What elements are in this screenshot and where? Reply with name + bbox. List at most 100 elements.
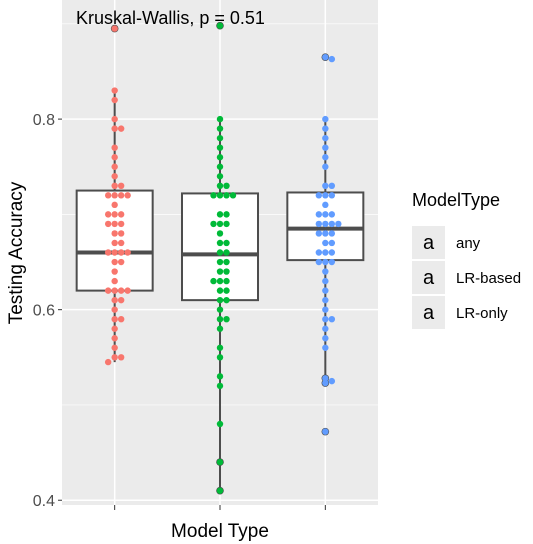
- data-point: [111, 87, 118, 94]
- data-point: [117, 315, 125, 323]
- data-point: [104, 192, 112, 199]
- data-point: [322, 134, 329, 142]
- data-point: [315, 220, 323, 228]
- data-point: [328, 55, 336, 63]
- y-axis: 0.4 0.6 0.8: [33, 112, 62, 510]
- data-point: [322, 163, 329, 170]
- data-point: [216, 173, 224, 180]
- x-axis: [114, 505, 326, 510]
- data-point: [117, 192, 125, 199]
- data-point: [111, 173, 118, 180]
- legend-key-box: [412, 261, 445, 294]
- data-point: [322, 375, 329, 382]
- data-point: [104, 211, 112, 218]
- data-point: [104, 358, 112, 366]
- data-point: [223, 277, 230, 285]
- data-point: [117, 354, 125, 361]
- data-point: [117, 125, 125, 132]
- data-point: [210, 192, 217, 199]
- data-point: [111, 163, 118, 170]
- data-point: [322, 53, 329, 61]
- data-point: [322, 201, 329, 209]
- data-point: [216, 182, 224, 190]
- data-point: [328, 239, 336, 247]
- data-point: [322, 335, 329, 342]
- data-point: [223, 287, 230, 294]
- data-point: [111, 325, 118, 332]
- data-point: [111, 220, 118, 228]
- data-point: [328, 230, 336, 237]
- data-point: [328, 258, 336, 266]
- data-point: [216, 230, 224, 237]
- data-point: [315, 249, 323, 256]
- data-point: [322, 277, 329, 285]
- data-point: [223, 249, 230, 256]
- data-point: [216, 287, 224, 294]
- data-point: [315, 230, 323, 237]
- data-point: [117, 211, 125, 218]
- data-point: [322, 154, 329, 161]
- data-point: [322, 230, 329, 237]
- data-point: [328, 220, 336, 228]
- data-point: [216, 373, 224, 380]
- data-point: [104, 249, 112, 256]
- legend-key-glyph: a: [423, 267, 435, 289]
- data-point: [322, 125, 329, 132]
- data-point: [111, 239, 118, 247]
- data-point: [216, 154, 224, 161]
- data-point: [216, 239, 224, 247]
- data-point: [216, 220, 224, 228]
- data-point: [124, 192, 131, 199]
- x-axis-title: Model Type: [171, 521, 269, 542]
- data-point: [322, 306, 329, 313]
- legend-key-box: [412, 296, 445, 329]
- data-point: [111, 296, 118, 304]
- data-point: [322, 211, 329, 218]
- legend-key-glyph: a: [423, 232, 435, 254]
- data-point: [322, 379, 329, 387]
- data-point: [111, 335, 118, 342]
- data-point: [229, 192, 237, 199]
- data-point: [117, 258, 125, 266]
- data-point: [322, 220, 329, 228]
- data-point: [315, 211, 323, 218]
- data-point: [216, 487, 224, 494]
- data-point: [117, 287, 125, 294]
- data-point: [223, 220, 230, 228]
- data-point: [216, 458, 224, 466]
- data-point: [315, 258, 323, 266]
- data-point: [322, 287, 329, 294]
- legend-label: LR-only: [456, 305, 508, 322]
- data-point: [315, 192, 323, 199]
- data-point: [216, 115, 224, 123]
- data-point: [223, 268, 230, 275]
- data-point: [223, 258, 230, 266]
- data-point: [111, 125, 118, 132]
- data-point: [322, 428, 329, 435]
- data-point: [328, 249, 336, 256]
- legend-title: ModelType: [412, 190, 500, 210]
- data-point: [111, 192, 118, 199]
- data-point: [111, 211, 118, 218]
- data-point: [335, 220, 342, 228]
- data-point: [322, 296, 329, 304]
- data-point: [111, 25, 118, 32]
- data-point: [111, 144, 118, 151]
- point-layer: [104, 22, 342, 494]
- data-point: [216, 125, 224, 132]
- data-point: [111, 287, 118, 294]
- data-point: [216, 354, 224, 361]
- data-point: [223, 239, 230, 247]
- data-point: [111, 344, 118, 351]
- data-point: [210, 220, 217, 228]
- data-point: [322, 268, 329, 275]
- data-point: [216, 277, 224, 285]
- data-point: [117, 230, 125, 237]
- data-point: [111, 96, 118, 104]
- data-point: [124, 287, 131, 294]
- data-point: [117, 239, 125, 247]
- data-point: [111, 249, 118, 256]
- data-point: [111, 268, 118, 275]
- data-point: [111, 258, 118, 266]
- data-point: [328, 211, 336, 218]
